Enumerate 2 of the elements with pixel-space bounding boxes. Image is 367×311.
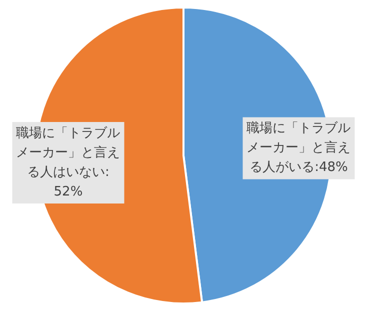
slice-label: 職場に「トラブルメーカー」と言える人がいる:48%	[246, 121, 351, 176]
slice-label: 職場に「トラブルメーカー」と言える人はいない:52%	[16, 126, 120, 200]
